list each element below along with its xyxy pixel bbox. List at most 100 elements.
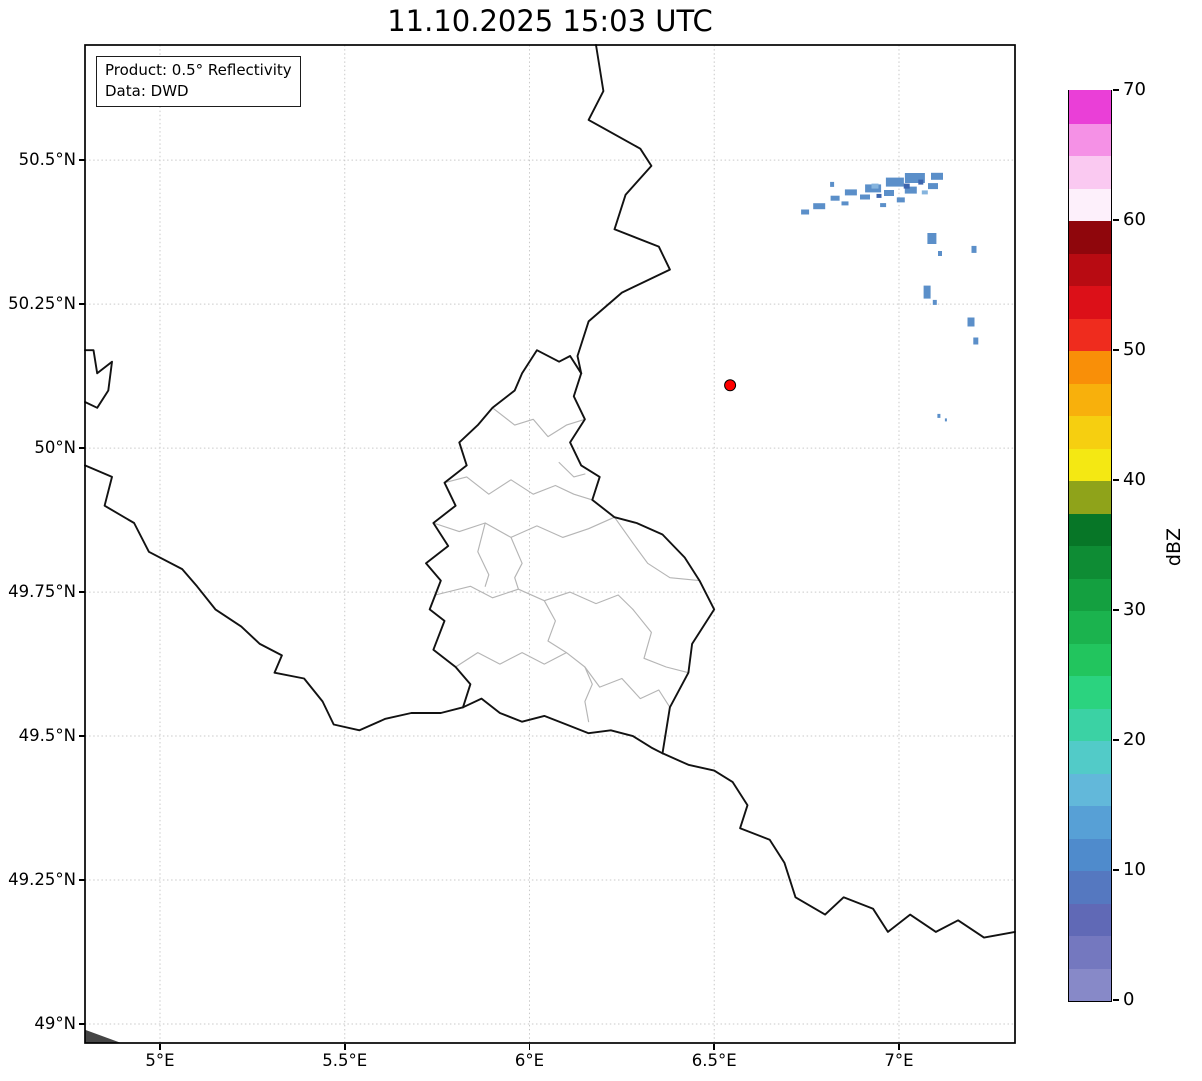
colorbar-tick-label: 60 xyxy=(1123,209,1146,230)
colorbar-segment xyxy=(1069,707,1111,741)
product-line: Product: 0.5° Reflectivity xyxy=(105,61,292,79)
y-tick-mark xyxy=(79,1023,85,1025)
colorbar-segment xyxy=(1069,610,1111,644)
radar-echo xyxy=(938,251,942,256)
radar-echo xyxy=(813,203,826,210)
colorbar-segment xyxy=(1069,220,1111,254)
map-frame xyxy=(84,44,1016,1044)
country-border-layer xyxy=(84,44,1016,939)
gridlines xyxy=(85,45,1015,1043)
colorbar-segment xyxy=(1069,187,1111,221)
colorbar-segment xyxy=(1069,155,1111,189)
y-tick-label: 50°N xyxy=(34,438,76,458)
y-tick-mark xyxy=(79,447,85,449)
radar-echo xyxy=(880,203,887,208)
y-tick-label: 50.5°N xyxy=(18,150,76,170)
radar-echo xyxy=(937,413,941,418)
colorbar-segment xyxy=(1069,350,1111,384)
radar-echo xyxy=(921,190,928,195)
colorbar-segment xyxy=(1069,480,1111,514)
corner-terrain-patch xyxy=(85,1029,122,1043)
radar-echo xyxy=(896,197,905,203)
y-tick-label: 49.25°N xyxy=(8,870,76,890)
colorbar-segment xyxy=(1069,902,1111,936)
colorbar-segment xyxy=(1069,577,1111,611)
colorbar-tick-label: 50 xyxy=(1123,339,1146,360)
colorbar-segment xyxy=(1069,415,1111,449)
x-tick-label: 6°E xyxy=(514,1051,545,1070)
colorbar-segment xyxy=(1069,740,1111,774)
radar-echo xyxy=(973,337,979,345)
product-info-box: Product: 0.5° Reflectivity Data: DWD xyxy=(96,56,301,107)
radar-echo xyxy=(932,299,937,305)
colorbar-tick-label: 0 xyxy=(1123,989,1135,1010)
y-tick-label: 50.25°N xyxy=(8,294,76,314)
radar-echo xyxy=(871,183,879,189)
country-border xyxy=(462,697,664,755)
radar-echo xyxy=(944,418,947,422)
radar-echo-layer xyxy=(801,172,979,422)
radar-echo xyxy=(967,317,975,327)
radar-echo xyxy=(927,233,937,244)
colorbar-tick-label: 40 xyxy=(1123,469,1146,490)
colorbar-tick-label: 70 xyxy=(1123,79,1146,100)
radar-echo xyxy=(860,194,870,200)
country-border xyxy=(84,349,113,409)
colorbar-tick-label: 10 xyxy=(1123,859,1146,880)
colorbar-tick-mark xyxy=(1113,479,1119,481)
y-tick-mark xyxy=(79,159,85,161)
colorbar-segment xyxy=(1069,512,1111,546)
radar-echo xyxy=(923,285,931,299)
y-tick-mark xyxy=(79,879,85,881)
radar-echo xyxy=(884,190,894,196)
radar-echo xyxy=(841,201,849,206)
district-border xyxy=(432,516,616,538)
colorbar-segment xyxy=(1069,252,1111,286)
colorbar-segment xyxy=(1069,545,1111,579)
district-border xyxy=(510,536,523,590)
district-border xyxy=(543,600,567,654)
y-tick-label: 49.5°N xyxy=(18,726,76,746)
radar-echo xyxy=(903,183,910,189)
y-tick-mark xyxy=(79,735,85,737)
colorbar-segment xyxy=(1069,935,1111,969)
district-border xyxy=(558,461,586,478)
district-border xyxy=(477,522,490,587)
colorbar-tick-mark xyxy=(1113,739,1119,741)
colorbar-tick-mark xyxy=(1113,219,1119,221)
country-border xyxy=(576,44,671,375)
x-tick-label: 5°E xyxy=(145,1051,175,1070)
colorbar-tick-mark xyxy=(1113,609,1119,611)
data-source-line: Data: DWD xyxy=(105,82,189,100)
radar-echo xyxy=(904,186,917,194)
radar-echo xyxy=(830,181,835,187)
district-border xyxy=(584,666,671,708)
district-border xyxy=(443,476,593,501)
colorbar-tick-mark xyxy=(1113,349,1119,351)
radar-echo xyxy=(904,173,925,183)
district-border xyxy=(613,516,701,582)
colorbar-segment xyxy=(1069,122,1111,156)
colorbar-segment xyxy=(1069,967,1111,1001)
colorbar-tick-mark xyxy=(1113,89,1119,91)
district-border-layer xyxy=(432,407,701,723)
district-border xyxy=(584,666,593,723)
x-tick-mark xyxy=(528,1044,531,1050)
colorbar-segment xyxy=(1069,772,1111,806)
radar-echo xyxy=(918,179,924,185)
radar-site-marker xyxy=(724,379,737,392)
y-tick-label: 49°N xyxy=(34,1013,76,1033)
colorbar-segment xyxy=(1069,642,1111,676)
country-border xyxy=(84,464,464,732)
radar-echo xyxy=(876,193,882,198)
x-tick-mark xyxy=(898,1044,900,1050)
district-border xyxy=(632,608,689,674)
district-border xyxy=(434,585,634,610)
radar-echo xyxy=(931,172,943,180)
radar-echo xyxy=(844,189,857,196)
radar-echo xyxy=(971,245,977,253)
radar-echo xyxy=(885,177,904,187)
colorbar-segment xyxy=(1069,90,1111,124)
colorbar-tick-label: 20 xyxy=(1123,729,1146,750)
